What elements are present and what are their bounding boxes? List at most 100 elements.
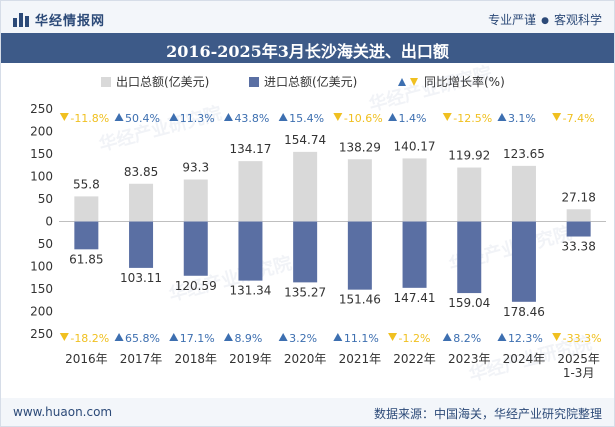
y-tick-label: 50 [38, 237, 53, 251]
brand-name: 华经情报网 [35, 14, 106, 29]
export-bar [402, 158, 427, 222]
export-value-label: 138.29 [339, 140, 381, 154]
export-bar [183, 179, 208, 222]
footer-url[interactable]: www.huaon.com [13, 405, 113, 419]
export-growth-label: 50.4% [125, 112, 160, 125]
import-growth-up-icon [497, 333, 507, 341]
import-bar [293, 221, 318, 283]
import-growth-up-icon [278, 333, 288, 341]
legend-growth-label: 同比增长率(%) [424, 75, 505, 89]
import-growth-label: 17.1% [180, 332, 215, 345]
import-value-label: 61.85 [69, 252, 103, 266]
export-growth-up-icon [223, 113, 233, 121]
y-tick-label: 150 [30, 282, 53, 296]
y-tick-label: 100 [30, 260, 53, 274]
import-growth-up-icon [223, 333, 233, 341]
chart-title: 2016-2025年3月长沙海关进、出口额 [166, 42, 449, 61]
import-value-label: 178.46 [503, 305, 545, 319]
export-growth-label: -7.4% [563, 112, 595, 125]
import-growth-label: 8.2% [453, 332, 481, 345]
export-growth-up-icon [169, 113, 179, 121]
import-growth-up-icon [169, 333, 179, 341]
import-growth-down-icon [388, 333, 398, 341]
bar-chart-icon [13, 12, 29, 27]
export-growth-label: 11.3% [180, 112, 215, 125]
export-growth-up-icon [278, 113, 288, 121]
footer-source: 数据来源：中国海关，华经产业研究院整理 [373, 407, 602, 421]
import-value-label: 33.38 [561, 240, 595, 254]
export-value-label: 93.3 [182, 161, 209, 175]
import-growth-down-icon [59, 333, 69, 341]
legend-import: 进口总额(亿美元) [249, 73, 357, 90]
import-value-label: 159.04 [448, 296, 490, 310]
export-growth-down-icon [552, 113, 562, 121]
y-tick-label: 200 [30, 305, 53, 319]
import-growth-label: 12.3% [508, 332, 543, 345]
export-growth-down-icon [333, 113, 343, 121]
legend-import-label: 进口总额(亿美元) [264, 75, 358, 89]
y-tick-label: 250 [30, 327, 53, 341]
y-tick-label: 200 [30, 125, 53, 139]
legend-export-label: 出口总额(亿美元) [116, 75, 210, 89]
import-growth-up-icon [333, 333, 343, 341]
triangle-up-icon [398, 77, 406, 86]
title-bar: 2016-2025年3月长沙海关进、出口额 [1, 33, 614, 63]
export-bar [566, 209, 591, 222]
watermark-0: 华经产业研究院 [97, 102, 224, 156]
export-growth-up-icon [497, 113, 507, 121]
import-growth-label: 65.8% [125, 332, 160, 345]
x-tick-label: 2023年 [448, 352, 491, 366]
import-growth-label: 8.9% [234, 332, 262, 345]
brand-logo[interactable]: 华经情报网 [13, 10, 105, 29]
x-tick-label: 2019年 [229, 352, 272, 366]
export-growth-up-icon [114, 113, 124, 121]
import-growth-label: 11.1% [344, 332, 379, 345]
watermark-1: 华经产业研究院 [367, 62, 494, 116]
top-bar: 华经情报网 专业严谨 ● 客观科学 [1, 1, 614, 33]
import-growth-label: -18.2% [70, 332, 109, 345]
tagline-right: 客观科学 [553, 13, 602, 27]
import-growth-label: -33.3% [563, 332, 602, 345]
chart-area: 华经产业研究院华经产业研究院华经产业研究院华经产业研究院华经产业研究院25020… [30, 62, 606, 386]
export-bar [238, 161, 263, 222]
y-tick-label: 150 [30, 147, 53, 161]
import-bar [402, 221, 427, 288]
export-growth-label: -11.8% [70, 112, 109, 125]
y-tick-label: 250 [30, 102, 53, 116]
legend-export-swatch [101, 76, 111, 87]
export-growth-label: 15.4% [289, 112, 324, 125]
legend-export: 出口总额(亿美元) [101, 73, 209, 90]
export-growth-label: -12.5% [453, 112, 492, 125]
export-bar [74, 196, 99, 222]
import-bar [238, 221, 263, 281]
export-bar [511, 165, 536, 222]
export-growth-down-icon [59, 113, 69, 121]
x-tick-label: 2021年 [339, 352, 382, 366]
x-tick-label: 2024年 [503, 352, 546, 366]
import-bar [511, 221, 536, 302]
export-growth-label: 3.1% [508, 112, 536, 125]
import-bar [347, 221, 372, 290]
x-tick-label: 2017年 [120, 352, 163, 366]
import-growth-label: 3.2% [289, 332, 317, 345]
x-tick-label: 2018年 [174, 352, 217, 366]
import-value-label: 103.11 [120, 271, 162, 285]
import-bar [566, 221, 591, 237]
export-growth-label: -10.6% [344, 112, 383, 125]
export-value-label: 154.74 [284, 133, 326, 147]
import-growth-label: -1.2% [399, 332, 431, 345]
export-value-label: 123.65 [503, 147, 545, 161]
export-growth-down-icon [442, 113, 452, 121]
import-bar [183, 221, 208, 276]
export-bar [347, 159, 372, 222]
x-tick-label: 2022年 [393, 352, 436, 366]
x-tick-label: 2016年 [65, 352, 108, 366]
legend-import-swatch [249, 76, 259, 87]
import-value-label: 120.59 [175, 279, 217, 293]
y-tick-label: 50 [38, 192, 53, 206]
tagline-left: 专业严谨 [488, 13, 537, 27]
y-tick-label: 100 [30, 170, 53, 184]
export-growth-label: 43.8% [234, 112, 269, 125]
export-growth-up-icon [388, 113, 398, 121]
